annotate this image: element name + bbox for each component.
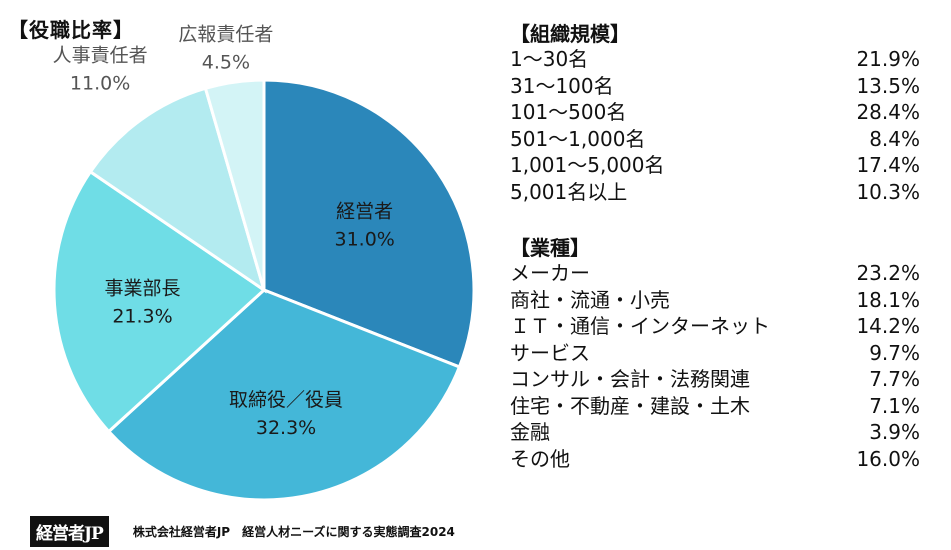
size-name: 5,001名以上 <box>510 179 628 204</box>
industry-name: 住宅・不動産・建設・土木 <box>510 393 750 418</box>
size-value: 8.4% <box>869 126 920 151</box>
industry-row: 商社・流通・小売 18.1% <box>510 287 920 314</box>
pie-slice <box>88 86 267 294</box>
slice-category-label: 事業部長 <box>104 278 180 300</box>
slice-category-label: 経営者 <box>336 200 393 222</box>
size-row: 1～30名 21.9% <box>510 46 920 73</box>
industry-value: 18.1% <box>856 287 920 312</box>
industry-row: ＩＴ・通信・インターネット 14.2% <box>510 313 920 340</box>
size-name: 1,001～5,000名 <box>510 153 665 177</box>
size-row: 1,001～5,000名 17.4% <box>510 152 920 179</box>
slice-value-label: 4.5% <box>202 51 250 73</box>
slice-value-label: 31.0% <box>334 228 394 250</box>
industry-name: 商社・流通・小売 <box>510 287 670 312</box>
size-name: 501～1,000名 <box>510 126 646 151</box>
industry-value: 23.2% <box>856 261 920 285</box>
size-value: 10.3% <box>856 179 920 204</box>
size-row: 5,001名以上 10.3% <box>510 179 920 206</box>
industry-value: 3.9% <box>869 420 920 444</box>
company-size-title: 【組織規模】 <box>510 22 630 46</box>
pie-slice <box>203 78 266 291</box>
source-note: 株式会社経営者JP 経営人材ニーズに関する実態調査2024 <box>132 524 455 539</box>
size-value: 21.9% <box>856 47 920 71</box>
size-row: 501～1,000名 8.4% <box>510 126 920 153</box>
pie-chart: 経営者 31.0% 取締役／役員 32.3% 事業部長 21.3% 人事責任者 11.0% 広報… <box>52 23 476 502</box>
pie-slice <box>52 169 267 434</box>
industry-value: 7.7% <box>869 367 920 391</box>
pie-slice <box>106 288 462 502</box>
industry-row: その他 16.0% <box>510 446 920 473</box>
industry-row: サービス 9.7% <box>510 340 920 367</box>
industry-name: その他 <box>510 446 570 471</box>
size-value: 28.4% <box>856 100 920 124</box>
industry-name: ＩＴ・通信・インターネット <box>510 314 770 338</box>
industry-value: 16.0% <box>856 446 920 471</box>
industry-value: 7.1% <box>869 393 920 418</box>
size-value: 13.5% <box>856 73 920 98</box>
slice-value-label: 21.3% <box>112 306 172 328</box>
company-size-panel: 【組織規模】 1～30名 21.9% 31～100名 13.5% 101～500名 2… <box>510 18 920 205</box>
slice-value-label: 11.0% <box>70 72 130 94</box>
size-name: 31～100名 <box>510 73 614 98</box>
industry-value: 14.2% <box>856 314 920 338</box>
industry-panel: 【業種】 メーカー 23.2% 商社・流通・小売 18.1% ＩＴ・通信・インターネ… <box>510 232 920 472</box>
size-value: 17.4% <box>856 153 920 177</box>
industry-name: サービス <box>510 340 590 365</box>
footer: 経営者JP 株式会社経営者JP 経営人材ニーズに関する実態調査2024 <box>30 515 455 547</box>
industry-name: メーカー <box>510 261 590 285</box>
industry-row: メーカー 23.2% <box>510 260 920 287</box>
industry-value: 9.7% <box>869 340 920 365</box>
industry-row: 金融 3.9% <box>510 419 920 446</box>
chart-title: 【役職比率】 <box>8 18 134 42</box>
industry-row: 住宅・不動産・建設・土木 7.1% <box>510 393 920 420</box>
size-row: 31～100名 13.5% <box>510 73 920 100</box>
size-row: 101～500名 28.4% <box>510 99 920 126</box>
slice-category-label: 人事責任者 <box>53 44 148 66</box>
slice-category-label: 広報責任者 <box>178 23 273 45</box>
industry-title: 【業種】 <box>510 236 590 260</box>
industry-row: コンサル・会計・法務関連 7.7% <box>510 366 920 393</box>
slice-value-label: 32.3% <box>256 417 316 439</box>
size-name: 1～30名 <box>510 47 589 71</box>
pie-slice <box>262 78 476 369</box>
slice-category-label: 取締役／役員 <box>229 389 343 411</box>
industry-name: 金融 <box>510 420 550 444</box>
industry-name: コンサル・会計・法務関連 <box>510 367 750 391</box>
size-name: 101～500名 <box>510 100 627 124</box>
company-logo: 経営者JP <box>30 515 109 547</box>
